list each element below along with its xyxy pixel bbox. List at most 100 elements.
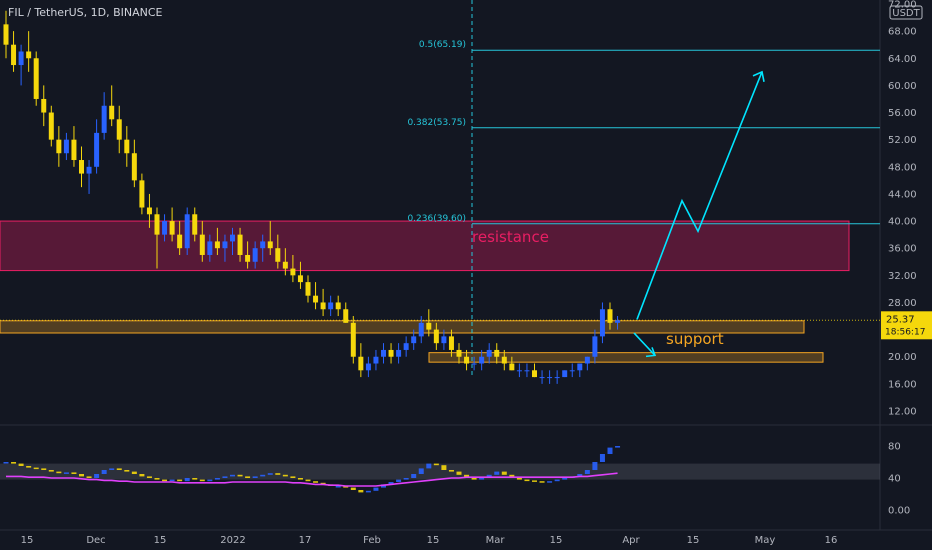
candle-body xyxy=(184,214,190,249)
osc-bar xyxy=(388,482,394,485)
osc-bar xyxy=(615,446,621,448)
candle-body xyxy=(494,349,500,357)
price-badge-countdown: 18:56:17 xyxy=(885,327,925,337)
osc-band xyxy=(0,463,880,480)
chart-title: FIL / TetherUS, 1D, BINANCE xyxy=(8,6,163,19)
osc-bar xyxy=(607,447,613,454)
candle-body xyxy=(335,302,341,310)
zone-box xyxy=(428,352,824,363)
support-arrowhead xyxy=(645,347,657,358)
osc-bar xyxy=(282,474,288,477)
osc-bar xyxy=(245,476,251,478)
candle-body xyxy=(615,320,621,323)
osc-bar xyxy=(79,474,84,477)
osc-bar xyxy=(433,463,439,466)
osc-bar xyxy=(192,478,198,480)
zone-box xyxy=(0,220,850,272)
osc-bar xyxy=(230,474,235,477)
x-tick-label: 15 xyxy=(687,535,700,546)
candle-body xyxy=(547,377,553,379)
candle-body xyxy=(56,139,62,154)
osc-bar xyxy=(184,478,190,482)
projection-arrowhead xyxy=(752,70,765,82)
x-tick-label: 16 xyxy=(825,535,838,546)
candle-body xyxy=(154,214,160,235)
candle-body xyxy=(411,336,417,344)
candle-body xyxy=(524,370,530,372)
candle-body xyxy=(124,139,130,154)
osc-bar xyxy=(562,478,568,480)
candle-body xyxy=(471,363,477,365)
osc-bar xyxy=(222,476,228,478)
candle-body xyxy=(260,241,266,249)
osc-bar xyxy=(448,470,454,472)
osc-y-tick-label: 80 xyxy=(888,442,901,453)
candle-body xyxy=(297,275,303,283)
price-badge xyxy=(881,311,932,340)
osc-bar xyxy=(124,470,130,472)
osc-bar xyxy=(109,468,115,470)
candle-body xyxy=(305,282,311,296)
osc-bar xyxy=(524,479,530,482)
osc-bar xyxy=(396,479,402,482)
fib-label: 0.382(53.75) xyxy=(407,118,466,128)
support-arrow xyxy=(633,332,656,356)
candle-body xyxy=(162,221,168,235)
candle-body xyxy=(607,309,613,323)
candle-body xyxy=(365,363,371,371)
zone-label: support xyxy=(666,330,724,348)
osc-bar xyxy=(3,462,9,464)
candle-body xyxy=(230,234,235,242)
candles xyxy=(3,10,621,384)
osc-bar xyxy=(199,479,205,482)
osc-bar xyxy=(532,480,537,482)
candle-body xyxy=(388,349,394,357)
candle-body xyxy=(328,302,334,310)
candle-body xyxy=(396,349,402,357)
osc-bar xyxy=(441,465,447,470)
candle-body xyxy=(464,356,470,364)
candle-body xyxy=(516,370,522,372)
candle-body xyxy=(199,234,205,255)
osc-bar xyxy=(426,463,432,469)
candle-body xyxy=(192,214,198,235)
price-badge-value: 25.37 xyxy=(886,314,915,325)
candle-body xyxy=(237,234,243,255)
candle-body xyxy=(18,51,24,66)
osc-bar xyxy=(335,486,341,488)
x-tick-label: 15 xyxy=(427,535,440,546)
osc-bar xyxy=(252,476,258,478)
osc-bar xyxy=(584,470,590,474)
osc-y-tick-label: 0.00 xyxy=(888,506,910,517)
candle-body xyxy=(222,241,228,249)
x-tick-label: 17 xyxy=(299,535,312,546)
osc-moving-average xyxy=(6,472,618,487)
candle-body xyxy=(343,309,349,323)
osc-bar xyxy=(516,478,522,480)
osc-bar xyxy=(48,470,54,472)
candle-body xyxy=(479,356,485,364)
osc-bar xyxy=(162,479,168,482)
osc-bar xyxy=(501,471,507,475)
zone-label: resistance xyxy=(472,228,549,246)
osc-bar xyxy=(494,471,500,475)
candle-body xyxy=(86,166,92,174)
overlay xyxy=(633,70,765,358)
fib-levels: 0.5(65.19) 0.382(53.75) 0.236(39.60) xyxy=(0,0,880,378)
y-tick-label: 64.00 xyxy=(888,54,917,65)
candle-body xyxy=(33,58,39,99)
candle-body xyxy=(426,322,432,330)
candle-body xyxy=(584,356,590,364)
candle-body xyxy=(146,207,152,215)
osc-bar xyxy=(275,473,281,475)
candle-body xyxy=(373,356,379,364)
osc-y-tick-label: 40 xyxy=(888,474,901,485)
osc-bar xyxy=(592,462,598,470)
candle-body xyxy=(101,105,107,133)
candle-body xyxy=(599,309,605,337)
candle-body xyxy=(554,377,560,379)
osc-bar xyxy=(539,481,545,483)
osc-bar xyxy=(464,474,470,478)
